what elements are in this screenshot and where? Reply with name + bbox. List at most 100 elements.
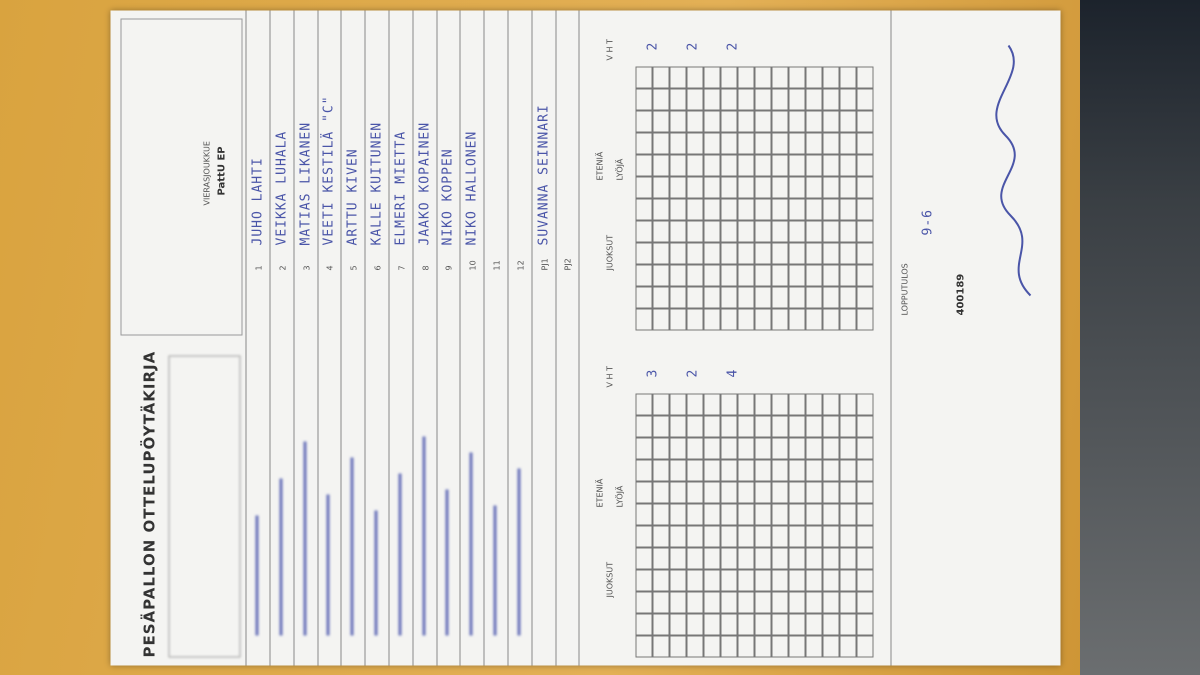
row-line [555,10,580,665]
grid-cell [839,591,856,613]
grid-cell [839,415,856,437]
grid-cell [788,264,805,286]
grid-cell [822,220,839,242]
grid-cell [788,635,805,657]
grid-cell [686,437,703,459]
grid-cell [771,393,788,415]
grid-cell [788,220,805,242]
grid-cell [754,525,771,547]
grid-cell [669,66,686,88]
grid-cell [720,198,737,220]
grid-cell [652,88,669,110]
grid-cell [669,132,686,154]
grid-cell [771,437,788,459]
grid-cell [720,286,737,308]
home-name-scribble [350,457,354,635]
grid-cell [635,220,652,242]
grid-cell [720,242,737,264]
grid-cell [754,569,771,591]
grid-cell [822,415,839,437]
grid-cell [635,176,652,198]
grid-cell [805,591,822,613]
grid-cell [652,591,669,613]
grid-cell [771,503,788,525]
grid-cell [822,525,839,547]
grid-cell [686,88,703,110]
grid-cell [805,220,822,242]
player-number: 11 [492,259,501,270]
grid-cell [737,264,754,286]
grid-cell [771,66,788,88]
grid-cell [669,591,686,613]
grid-cell [703,393,720,415]
player-number: 5 [349,264,359,270]
home-name-scribble [469,452,473,635]
grid-cell [754,503,771,525]
home-name-scribble [255,515,258,635]
grid-cell [737,393,754,415]
grid-cell [754,437,771,459]
grid-cell [669,242,686,264]
grid-cell [805,503,822,525]
grid-cell [839,547,856,569]
grid-cell [703,569,720,591]
grid-cell [839,635,856,657]
grid-cell [720,66,737,88]
grid-cell [703,308,720,330]
grid-cell [771,547,788,569]
grid-cell [805,308,822,330]
grid-cell [737,132,754,154]
grid-cell [856,591,873,613]
grid-cell [703,503,720,525]
grid-cell [720,481,737,503]
grid-cell [822,591,839,613]
grid-cell [669,459,686,481]
grid-cell [822,459,839,481]
grid-cell [669,613,686,635]
player-name: ARTTU KIVEN [345,147,361,245]
grid-cell [856,459,873,481]
grid-cell [686,547,703,569]
grid-cell [686,66,703,88]
player-number: 2 [277,264,287,270]
home-name-scribble [397,473,401,635]
grid-cell [737,503,754,525]
grid-cell [703,88,720,110]
grid-cell [652,198,669,220]
grid-cell [788,198,805,220]
grid-cell [856,66,873,88]
grid-cell [686,242,703,264]
grid-cell [822,481,839,503]
grid-cell [669,437,686,459]
grid-cell [686,286,703,308]
grid-cell [652,220,669,242]
grid-cell [635,308,652,330]
grid-cell [635,569,652,591]
grid-cell [635,154,652,176]
grid-cell [686,220,703,242]
grid-cell [703,132,720,154]
grid-cell [771,613,788,635]
col-header: JUOKSUT [605,234,614,270]
grid-cell [805,110,822,132]
grid-cell [856,198,873,220]
grid-cell [686,503,703,525]
grid-cell [822,110,839,132]
grid-cell [788,176,805,198]
grid-cell [652,635,669,657]
grid-cell [720,459,737,481]
grid-cell [635,264,652,286]
grid-cell [839,66,856,88]
grid-cell [822,635,839,657]
grid-cell [805,569,822,591]
grid-cell [822,176,839,198]
grid-cell [720,525,737,547]
score-sheet: PESÄPALLON OTTELUPÖYTÄKIRJA VIERASJOUKKU… [110,10,1060,665]
grid-cell [669,220,686,242]
col-header: JUOKSUT [605,561,614,597]
grid-cell [839,481,856,503]
grid-cell [686,264,703,286]
grid-cell [822,88,839,110]
grid-cell [669,264,686,286]
